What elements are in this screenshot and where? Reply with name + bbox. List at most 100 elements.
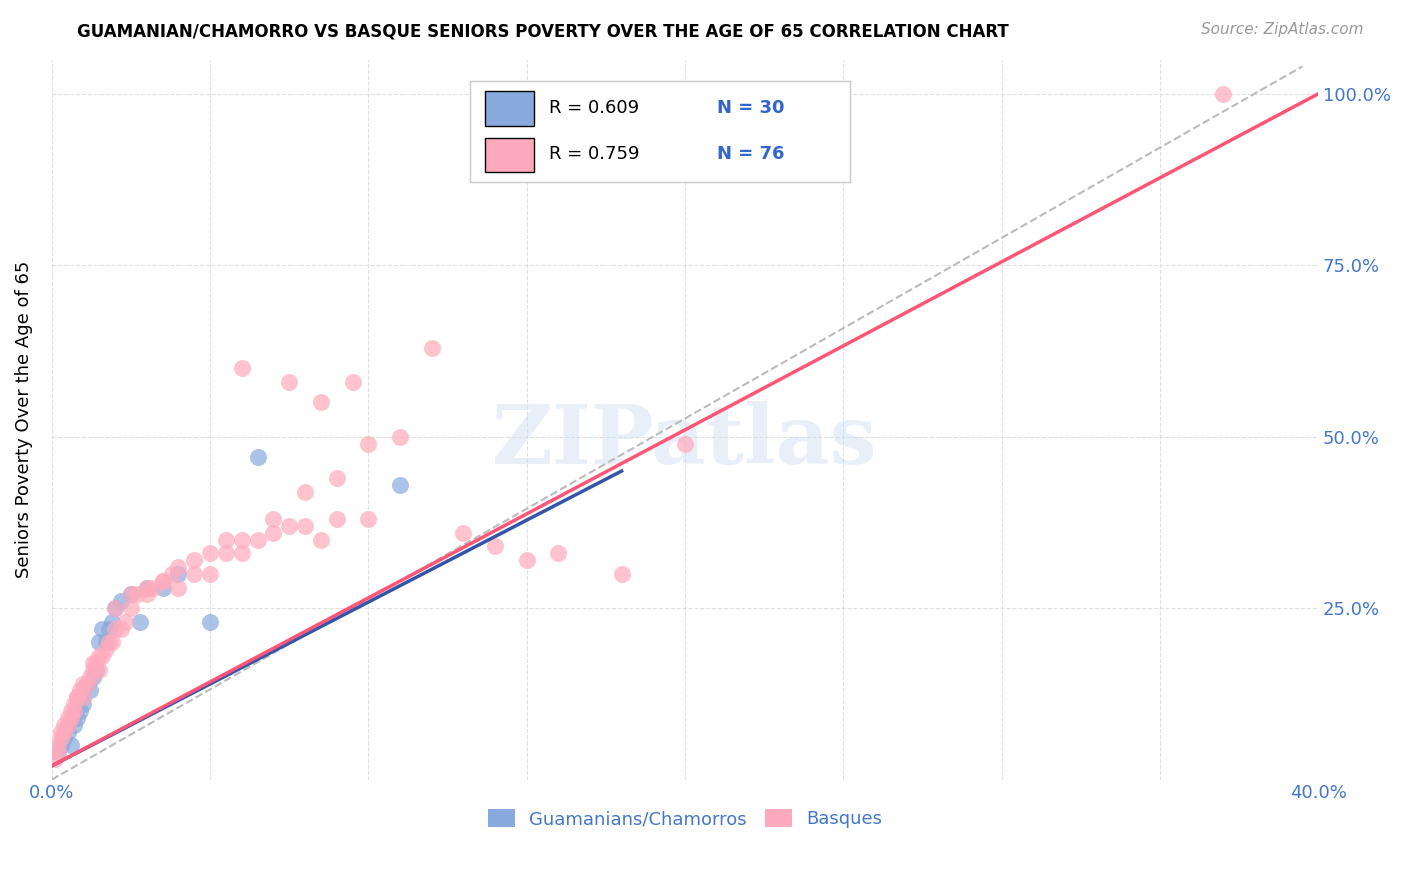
Text: Source: ZipAtlas.com: Source: ZipAtlas.com <box>1201 22 1364 37</box>
Point <box>215 533 238 547</box>
Point <box>167 560 190 574</box>
Point <box>82 663 104 677</box>
Point <box>69 704 91 718</box>
Point <box>167 566 190 581</box>
Point <box>673 436 696 450</box>
Point <box>120 587 142 601</box>
Point <box>231 533 253 547</box>
Point <box>72 676 94 690</box>
Point <box>547 546 569 560</box>
Point <box>101 615 124 629</box>
Point <box>104 622 127 636</box>
Point <box>82 656 104 670</box>
Point <box>152 574 174 588</box>
Point <box>51 724 73 739</box>
Point <box>79 683 101 698</box>
Point <box>357 512 380 526</box>
Point <box>69 683 91 698</box>
Point <box>388 477 411 491</box>
Point <box>1212 87 1234 101</box>
Point <box>104 601 127 615</box>
Point <box>183 566 205 581</box>
Point <box>420 341 443 355</box>
Point <box>231 546 253 560</box>
Point <box>114 615 136 629</box>
Point <box>56 724 79 739</box>
Point <box>46 745 69 759</box>
Point <box>135 581 157 595</box>
Point <box>215 546 238 560</box>
Point <box>59 711 82 725</box>
Point <box>104 601 127 615</box>
Point <box>110 594 132 608</box>
Point <box>135 587 157 601</box>
Point <box>89 663 111 677</box>
Point <box>56 718 79 732</box>
Point <box>91 649 114 664</box>
Point <box>262 512 284 526</box>
Point <box>53 724 76 739</box>
Point <box>97 635 120 649</box>
Point <box>72 697 94 711</box>
Point <box>309 533 332 547</box>
Point <box>120 587 142 601</box>
Point <box>59 739 82 753</box>
Point <box>167 581 190 595</box>
Point <box>56 711 79 725</box>
Point <box>135 581 157 595</box>
Point <box>610 566 633 581</box>
Point <box>278 375 301 389</box>
Point <box>63 704 86 718</box>
Point <box>76 676 98 690</box>
Point <box>59 704 82 718</box>
Point <box>198 566 221 581</box>
Point <box>110 622 132 636</box>
Point <box>51 731 73 746</box>
Point <box>84 663 107 677</box>
Point <box>53 731 76 746</box>
Point <box>309 395 332 409</box>
Point <box>63 697 86 711</box>
Text: GUAMANIAN/CHAMORRO VS BASQUE SENIORS POVERTY OVER THE AGE OF 65 CORRELATION CHAR: GUAMANIAN/CHAMORRO VS BASQUE SENIORS POV… <box>77 22 1010 40</box>
Point <box>66 690 89 705</box>
Point <box>198 546 221 560</box>
Point <box>53 718 76 732</box>
Point <box>120 601 142 615</box>
Point <box>46 739 69 753</box>
Legend: Guamanians/Chamorros, Basques: Guamanians/Chamorros, Basques <box>481 802 890 836</box>
Point <box>94 642 117 657</box>
Point <box>79 670 101 684</box>
Point <box>294 519 316 533</box>
Point <box>66 690 89 705</box>
Point <box>246 533 269 547</box>
Point <box>56 718 79 732</box>
Point <box>183 553 205 567</box>
Point <box>246 450 269 465</box>
Point <box>388 430 411 444</box>
Point <box>278 519 301 533</box>
Point <box>516 553 538 567</box>
Point <box>82 670 104 684</box>
Point <box>84 656 107 670</box>
Point <box>294 484 316 499</box>
Point <box>76 676 98 690</box>
Point <box>325 512 347 526</box>
Point <box>357 436 380 450</box>
Point <box>89 635 111 649</box>
Point <box>51 739 73 753</box>
Point <box>129 615 152 629</box>
Point <box>63 718 86 732</box>
Point <box>142 581 165 595</box>
Point <box>94 635 117 649</box>
Point <box>325 471 347 485</box>
Point <box>152 581 174 595</box>
Point <box>198 615 221 629</box>
Point <box>101 635 124 649</box>
Point <box>72 690 94 705</box>
Point <box>127 587 149 601</box>
Point <box>44 752 66 766</box>
Point <box>97 622 120 636</box>
Text: ZIPatlas: ZIPatlas <box>492 401 877 481</box>
Point <box>231 361 253 376</box>
Point <box>160 566 183 581</box>
